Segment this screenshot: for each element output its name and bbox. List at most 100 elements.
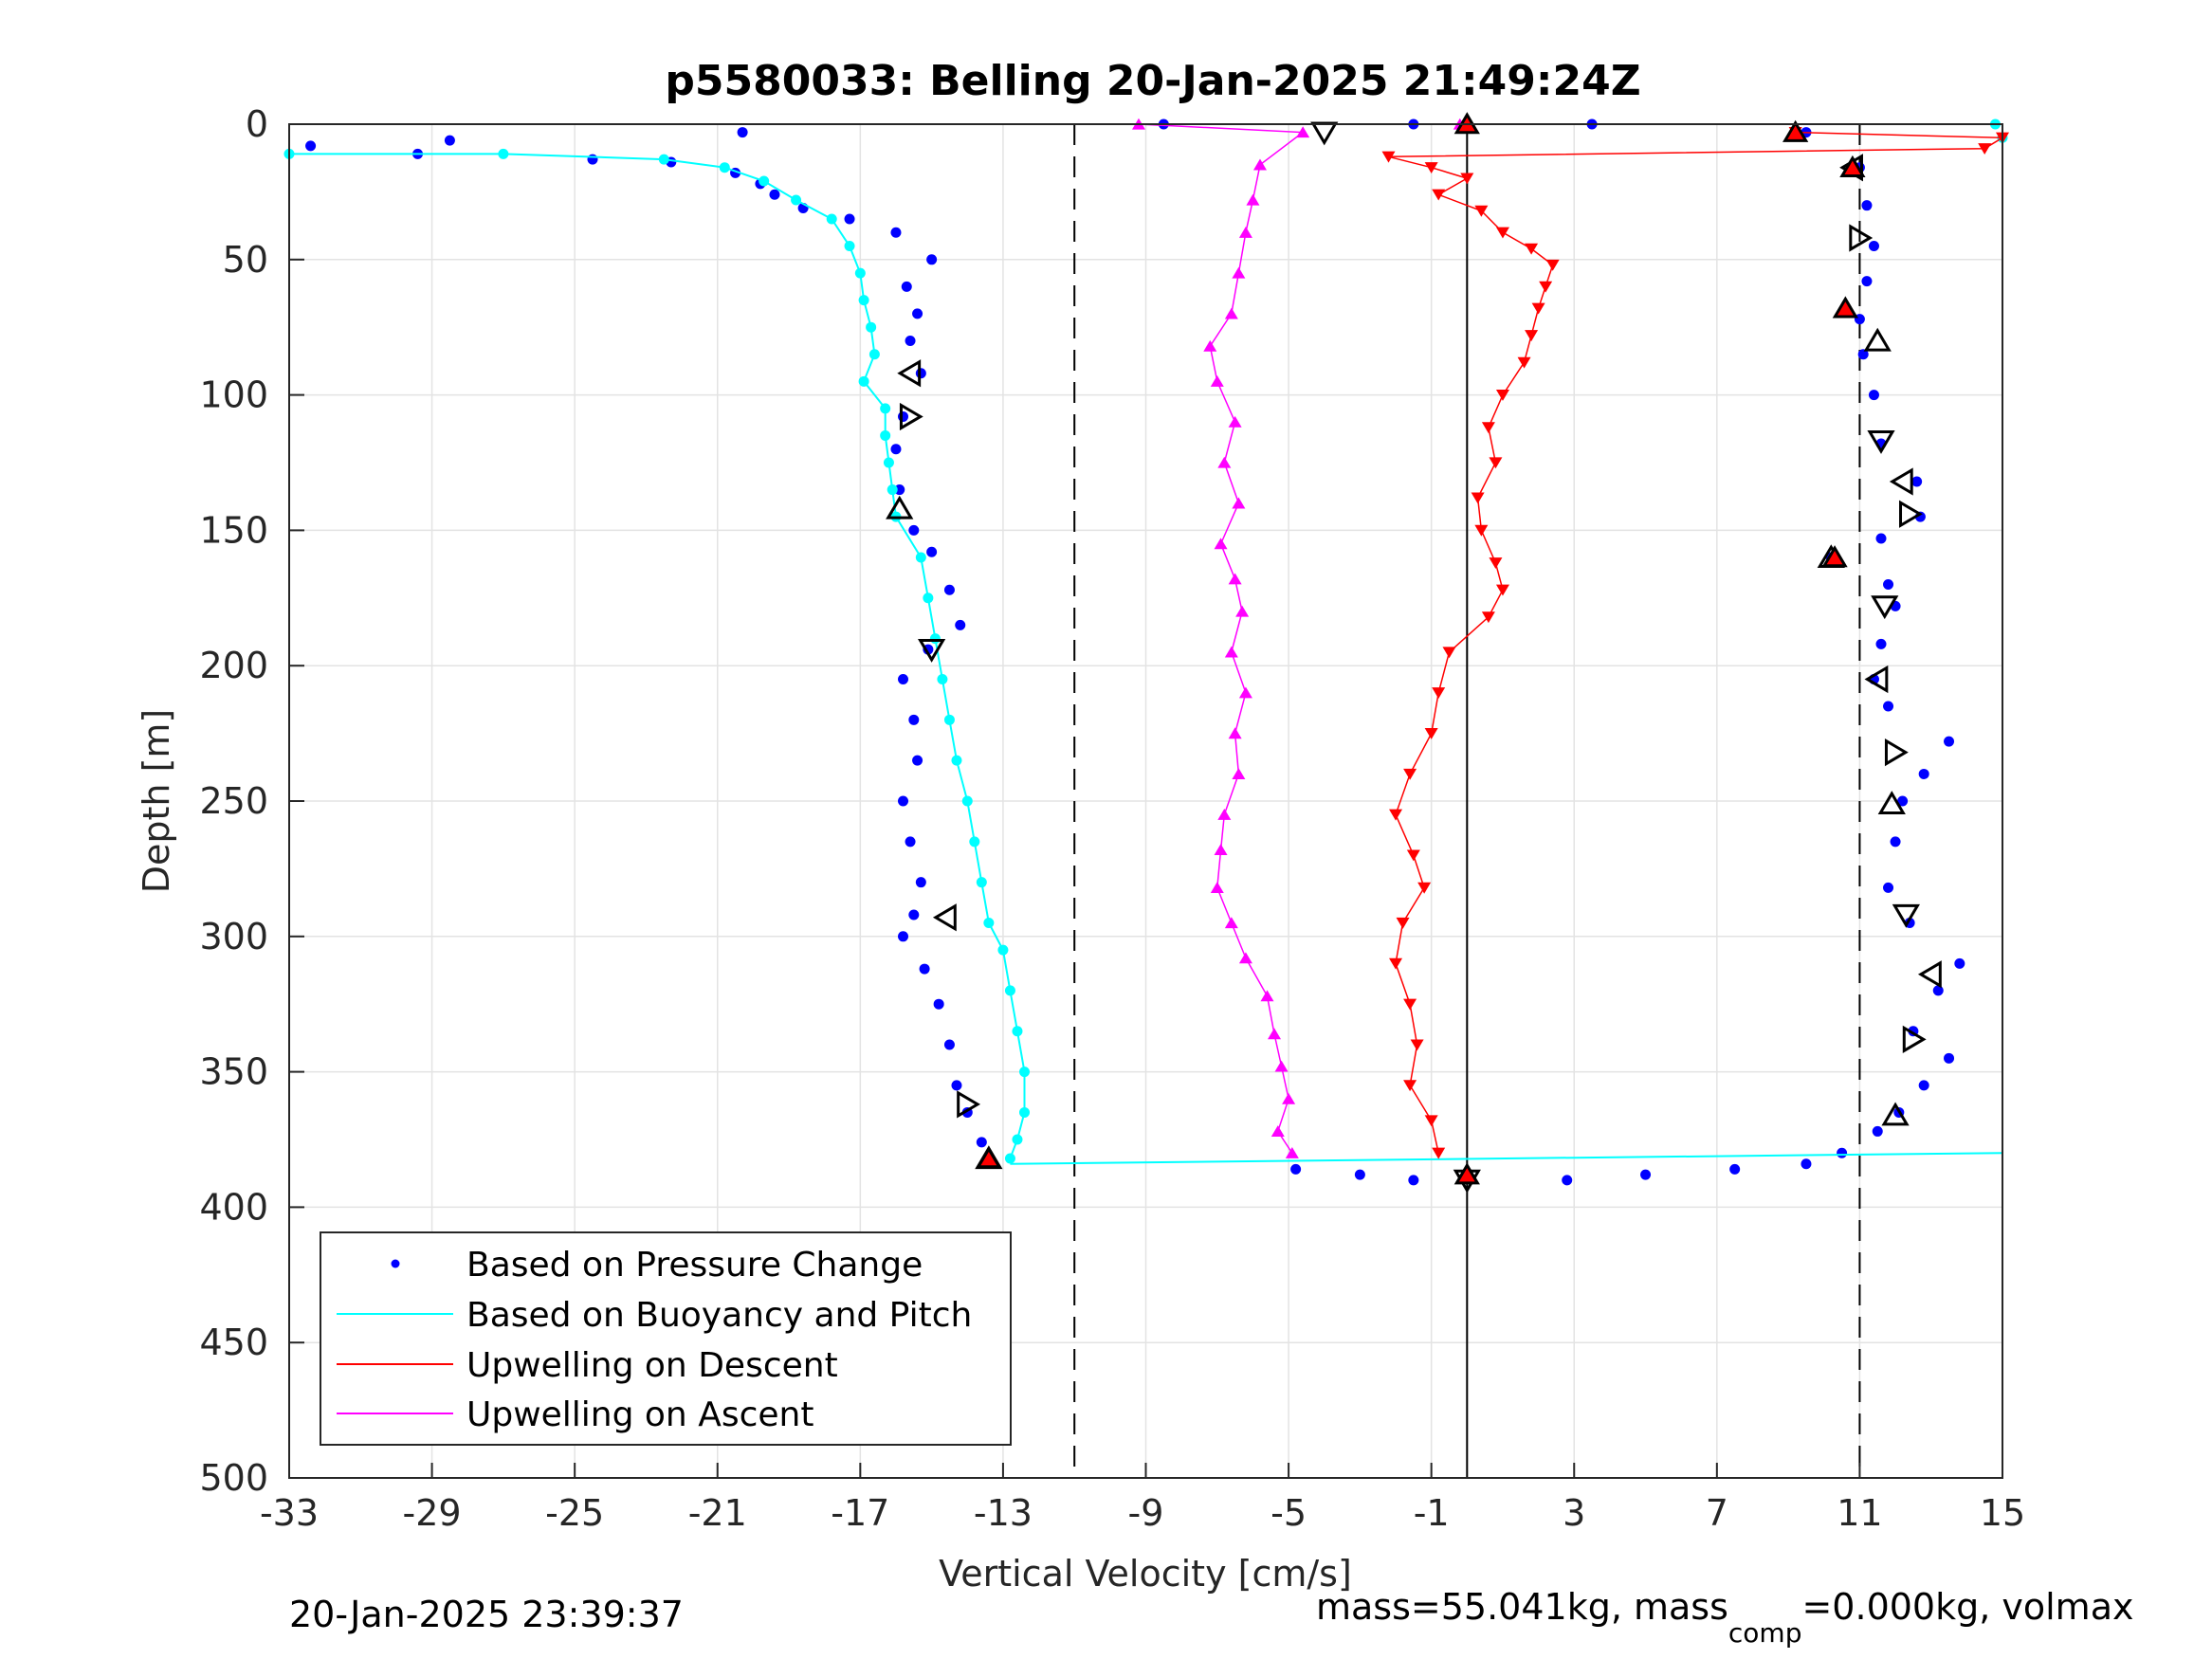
ascent-point: [1282, 1092, 1296, 1104]
pressure-point: [1868, 390, 1879, 401]
pressure-point: [894, 484, 905, 496]
pressure-point: [898, 795, 909, 807]
x-tick-label: 7: [1706, 1492, 1728, 1534]
pressure-point: [305, 140, 317, 152]
descent-point: [1381, 151, 1396, 163]
pressure-point: [1875, 638, 1887, 649]
open-triangle-marker: [1892, 903, 1920, 928]
ascent-point: [1296, 126, 1310, 138]
ascent-point: [1238, 952, 1252, 964]
pressure-point: [919, 963, 930, 975]
open-triangle-marker: [918, 638, 946, 663]
pressure-point: [1640, 1169, 1652, 1180]
ascent-point: [1203, 339, 1217, 352]
ascent-point: [1268, 1028, 1282, 1040]
x-tick-label: -1: [1414, 1492, 1450, 1534]
descent-point: [1525, 243, 1539, 255]
descent-point: [1460, 173, 1474, 185]
open-triangle-marker: [1849, 224, 1874, 252]
x-tick-label: 3: [1563, 1492, 1585, 1534]
descent-point: [1442, 647, 1456, 659]
ascent-point: [1252, 158, 1267, 171]
x-tick-label: -21: [688, 1492, 747, 1534]
x-axis-ticks: -33 -29 -25 -21 -17 -13 -9 -5 -1 3 7 11 15: [260, 1463, 2025, 1534]
pressure-point: [890, 444, 902, 455]
y-tick-label: 350: [199, 1051, 268, 1093]
pressure-point: [1932, 985, 1944, 996]
red-filled-marker: [1453, 1162, 1480, 1185]
ascent-point: [1260, 990, 1274, 1002]
y-tick-label: 50: [223, 239, 268, 281]
ascent-point: [1246, 193, 1260, 206]
pressure-point: [1857, 349, 1869, 360]
buoyancy-point: [880, 403, 891, 414]
pressure-point: [943, 584, 955, 595]
open-triangle-marker: [1863, 327, 1892, 352]
pressure-point: [1890, 836, 1901, 848]
pressure-point: [1868, 241, 1879, 252]
pressure-point: [1861, 276, 1873, 287]
pressure-point: [915, 368, 926, 379]
red-filled-marker: [1832, 296, 1858, 319]
descent-point: [1403, 998, 1417, 1011]
x-tick-label: -25: [545, 1492, 604, 1534]
ascent-point: [1228, 415, 1242, 428]
chart-title: p5580033: Belling 20-Jan-2025 21:49:24Z: [665, 57, 1640, 105]
pressure-point: [955, 619, 966, 630]
buoyancy-point: [880, 429, 891, 441]
buoyancy-line-ascent: [1010, 1152, 2003, 1165]
descent-point: [1424, 728, 1438, 739]
ascent-point: [1232, 768, 1246, 780]
descent-point: [1495, 390, 1509, 401]
open-triangle-marker: [1884, 738, 1909, 767]
ascent-point: [1232, 497, 1246, 509]
y-tick-label: 150: [199, 509, 268, 551]
buoyancy-point: [943, 714, 955, 725]
y-tick-label: 100: [199, 374, 268, 416]
buoyancy-point: [951, 755, 962, 766]
descent-point: [1417, 882, 1432, 894]
pressure-point: [912, 755, 923, 766]
legend-label-buoyancy: Based on Buoyancy and Pitch: [466, 1296, 972, 1335]
ascent-point: [1235, 605, 1250, 617]
descent-point: [1471, 492, 1485, 504]
red-filled-marker: [1782, 119, 1809, 142]
pressure-point: [587, 154, 598, 165]
y-tick-label: 200: [199, 645, 268, 686]
descent-point: [1517, 356, 1531, 369]
legend-box: [320, 1231, 1012, 1446]
buoyancy-point: [997, 944, 1009, 956]
pressure-point: [901, 281, 912, 292]
buoyancy-point: [1012, 1026, 1023, 1037]
open-triangle-marker: [1310, 121, 1339, 146]
plot-data: [283, 118, 2009, 1186]
y-tick-label: 500: [199, 1457, 268, 1499]
footer-mass-info: mass=55.041kg, masscomp=0.000kg, volmax: [1316, 1586, 2133, 1649]
descent-point: [1396, 917, 1410, 929]
ascent-point: [1224, 307, 1238, 319]
buoyancy-point: [866, 321, 877, 333]
x-tick-label: -29: [403, 1492, 462, 1534]
footer-mass-text-2: =0.000kg, volmax: [1801, 1586, 2133, 1628]
buoyancy-point: [937, 673, 948, 684]
descent-point: [1481, 422, 1495, 434]
pressure-point: [908, 524, 920, 536]
ascent-point: [1224, 646, 1238, 658]
descent-point: [1432, 1147, 1446, 1159]
buoyancy-point: [791, 194, 802, 206]
pressure-point: [1883, 701, 1894, 712]
ascent-point: [1224, 917, 1238, 929]
pressure-point: [1883, 882, 1894, 893]
buoyancy-point: [759, 175, 770, 187]
buoyancy-point: [915, 552, 926, 563]
ascent-point: [1232, 266, 1246, 279]
pressure-point: [769, 189, 780, 200]
buoyancy-point: [929, 633, 941, 645]
profile-markers: [886, 112, 1942, 1194]
open-triangle-marker: [1889, 467, 1913, 496]
pressure-point: [905, 335, 916, 346]
descent-point: [1403, 1080, 1417, 1092]
open-triangle-marker: [1881, 1102, 1910, 1126]
x-tick-label: -5: [1271, 1492, 1307, 1534]
red-filled-marker: [976, 1146, 1002, 1169]
